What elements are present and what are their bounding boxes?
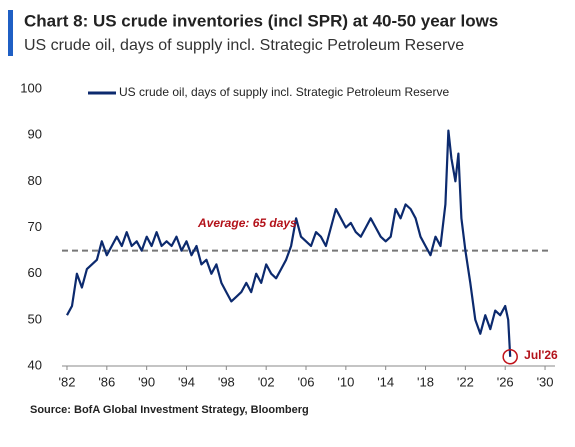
y-tick-label: 60 [28, 265, 42, 280]
x-tick-label: '14 [377, 374, 394, 389]
x-tick-label: '30 [537, 374, 554, 389]
y-tick-label: 80 [28, 173, 42, 188]
chart-subtitle: US crude oil, days of supply incl. Strat… [24, 37, 464, 54]
y-tick-label: 50 [28, 311, 42, 326]
highlight-circle [502, 349, 518, 365]
x-tick-label: '02 [258, 374, 275, 389]
legend-label: US crude oil, days of supply incl. Strat… [119, 85, 449, 99]
x-tick-label: '10 [337, 374, 354, 389]
x-tick-label: '18 [417, 374, 434, 389]
y-tick-label: 40 [28, 357, 42, 372]
x-tick-label: '82 [59, 374, 76, 389]
y-tick-label: 70 [28, 219, 42, 234]
x-tick-label: '86 [98, 374, 115, 389]
series-line [66, 129, 512, 357]
source: Source: BofA Global Investment Strategy,… [30, 404, 309, 416]
x-tick-label: '22 [457, 374, 474, 389]
x-tick-label: '90 [138, 374, 155, 389]
x-tick-label: '94 [178, 374, 195, 389]
chart-title: Chart 8: US crude inventories (incl SPR)… [24, 11, 498, 30]
title-bar [8, 10, 13, 56]
x-tick-label: '06 [298, 374, 315, 389]
y-tick-label: 100 [20, 80, 42, 95]
x-tick-label: '26 [497, 374, 514, 389]
point-label: Jul'26 [524, 348, 558, 362]
y-tick-label: 90 [28, 127, 42, 142]
average-label: Average: 65 days [197, 216, 297, 230]
x-tick-label: '98 [218, 374, 235, 389]
